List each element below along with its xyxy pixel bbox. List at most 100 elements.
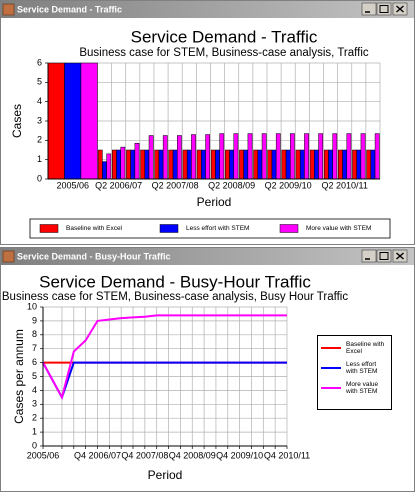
y-tick-label: 5 xyxy=(32,371,37,381)
y-tick-label: 1 xyxy=(32,426,37,436)
bar xyxy=(172,149,178,180)
y-tick-label: 2 xyxy=(32,413,37,423)
bar xyxy=(64,62,82,180)
bar xyxy=(102,161,107,180)
legend: Baseline with Excel Less effort with STEM… xyxy=(317,335,392,410)
legend-label: Baseline with Excel xyxy=(66,225,123,232)
line xyxy=(42,314,287,401)
legend-label: More value with STEM xyxy=(306,225,371,232)
bar xyxy=(196,149,202,180)
x-tick-label: Q2 2008/09 xyxy=(208,180,255,190)
chart-title: Service Demand - Traffic xyxy=(131,27,318,46)
y-axis-label: Cases xyxy=(10,104,24,138)
x-tick-label: Q4 2007/08 xyxy=(121,450,168,460)
bar xyxy=(295,149,301,180)
y-tick-label: 7 xyxy=(32,343,37,353)
bar xyxy=(285,149,291,180)
window-title: Service Demand - Busy-Hour Traffic xyxy=(17,251,171,261)
window-icon xyxy=(2,3,15,16)
y-tick-label: 4 xyxy=(37,96,42,106)
bar xyxy=(106,153,112,180)
y-tick-label: 4 xyxy=(32,385,37,395)
bar xyxy=(186,149,192,180)
x-tick-label: Q4 2010/11 xyxy=(264,450,310,460)
bar xyxy=(360,133,366,180)
y-tick-label: 1 xyxy=(37,154,42,164)
bar xyxy=(229,149,235,180)
legend-swatch xyxy=(321,367,341,369)
bar xyxy=(338,149,343,180)
y-axis-label: Cases per annum xyxy=(12,329,26,424)
y-tick-label: 3 xyxy=(32,399,37,409)
bar xyxy=(134,142,140,180)
bar xyxy=(97,149,103,180)
bar xyxy=(182,149,188,180)
x-tick-label: Q2 2010/11 xyxy=(321,180,367,190)
y-tick-label: 2 xyxy=(37,135,42,145)
bar xyxy=(346,133,352,180)
line xyxy=(42,361,287,400)
x-tick-label: Q2 2009/10 xyxy=(265,180,312,190)
window-icon xyxy=(2,250,15,263)
legend-label: Baseline with Excel xyxy=(346,341,385,355)
legend-label: Less effort with STEM xyxy=(346,361,378,375)
bar xyxy=(130,149,136,180)
bar xyxy=(148,135,154,180)
legend-entry: Less effort with STEM xyxy=(321,361,388,375)
bar xyxy=(281,149,287,180)
bar xyxy=(366,149,372,180)
legend-swatch xyxy=(39,224,59,233)
bar xyxy=(162,135,168,180)
bar xyxy=(210,149,216,180)
bar xyxy=(205,134,211,180)
legend-entry: More value with STEM xyxy=(321,381,388,395)
x-tick-label: Q2 2007/08 xyxy=(152,180,199,190)
minimize-button[interactable] xyxy=(361,249,377,263)
bar xyxy=(219,133,225,180)
bar xyxy=(116,149,122,180)
x-tick-label: Q4 2009/10 xyxy=(216,450,263,460)
bar xyxy=(201,149,206,180)
x-axis-label: Period xyxy=(197,195,232,209)
bar xyxy=(332,133,338,180)
window-buttons[interactable] xyxy=(361,249,408,263)
bar xyxy=(290,133,295,180)
maximize-button[interactable] xyxy=(376,2,392,16)
minimize-button[interactable] xyxy=(361,2,377,16)
legend-entry: Baseline with Excel xyxy=(321,341,388,355)
legend-label: More value with STEM xyxy=(346,381,379,395)
bar xyxy=(126,149,131,180)
bar xyxy=(215,149,220,180)
bar xyxy=(120,146,126,180)
y-tick-label: 3 xyxy=(37,115,42,125)
bar xyxy=(323,149,329,180)
bar xyxy=(239,149,244,180)
bar xyxy=(318,133,324,180)
x-tick-label: 2005/06 xyxy=(27,450,60,460)
legend-swatch xyxy=(321,387,341,389)
x-tick-label: Q4 2008/09 xyxy=(169,450,216,460)
legend-swatch xyxy=(279,224,299,233)
legend-label: Less effort with STEM xyxy=(186,225,249,232)
bar xyxy=(168,149,174,180)
chart-subtitle: Business case for STEM, Business-case an… xyxy=(2,291,348,303)
bar xyxy=(257,149,263,180)
bar xyxy=(144,149,150,180)
bar xyxy=(247,133,253,180)
bar xyxy=(275,133,281,180)
y-tick-label: 6 xyxy=(32,357,37,367)
bar xyxy=(261,133,267,180)
bar xyxy=(342,149,348,180)
bar xyxy=(374,133,380,180)
y-tick-label: 10 xyxy=(27,301,37,311)
bar xyxy=(158,149,164,180)
window-buttons[interactable] xyxy=(361,2,408,16)
window-title: Service Demand - Traffic xyxy=(17,4,122,14)
legend-box xyxy=(29,218,391,239)
x-tick-label: Q4 2006/07 xyxy=(74,450,121,460)
maximize-button[interactable] xyxy=(376,249,392,263)
title-bar xyxy=(1,248,414,265)
bar xyxy=(299,149,305,180)
bar xyxy=(47,62,65,180)
